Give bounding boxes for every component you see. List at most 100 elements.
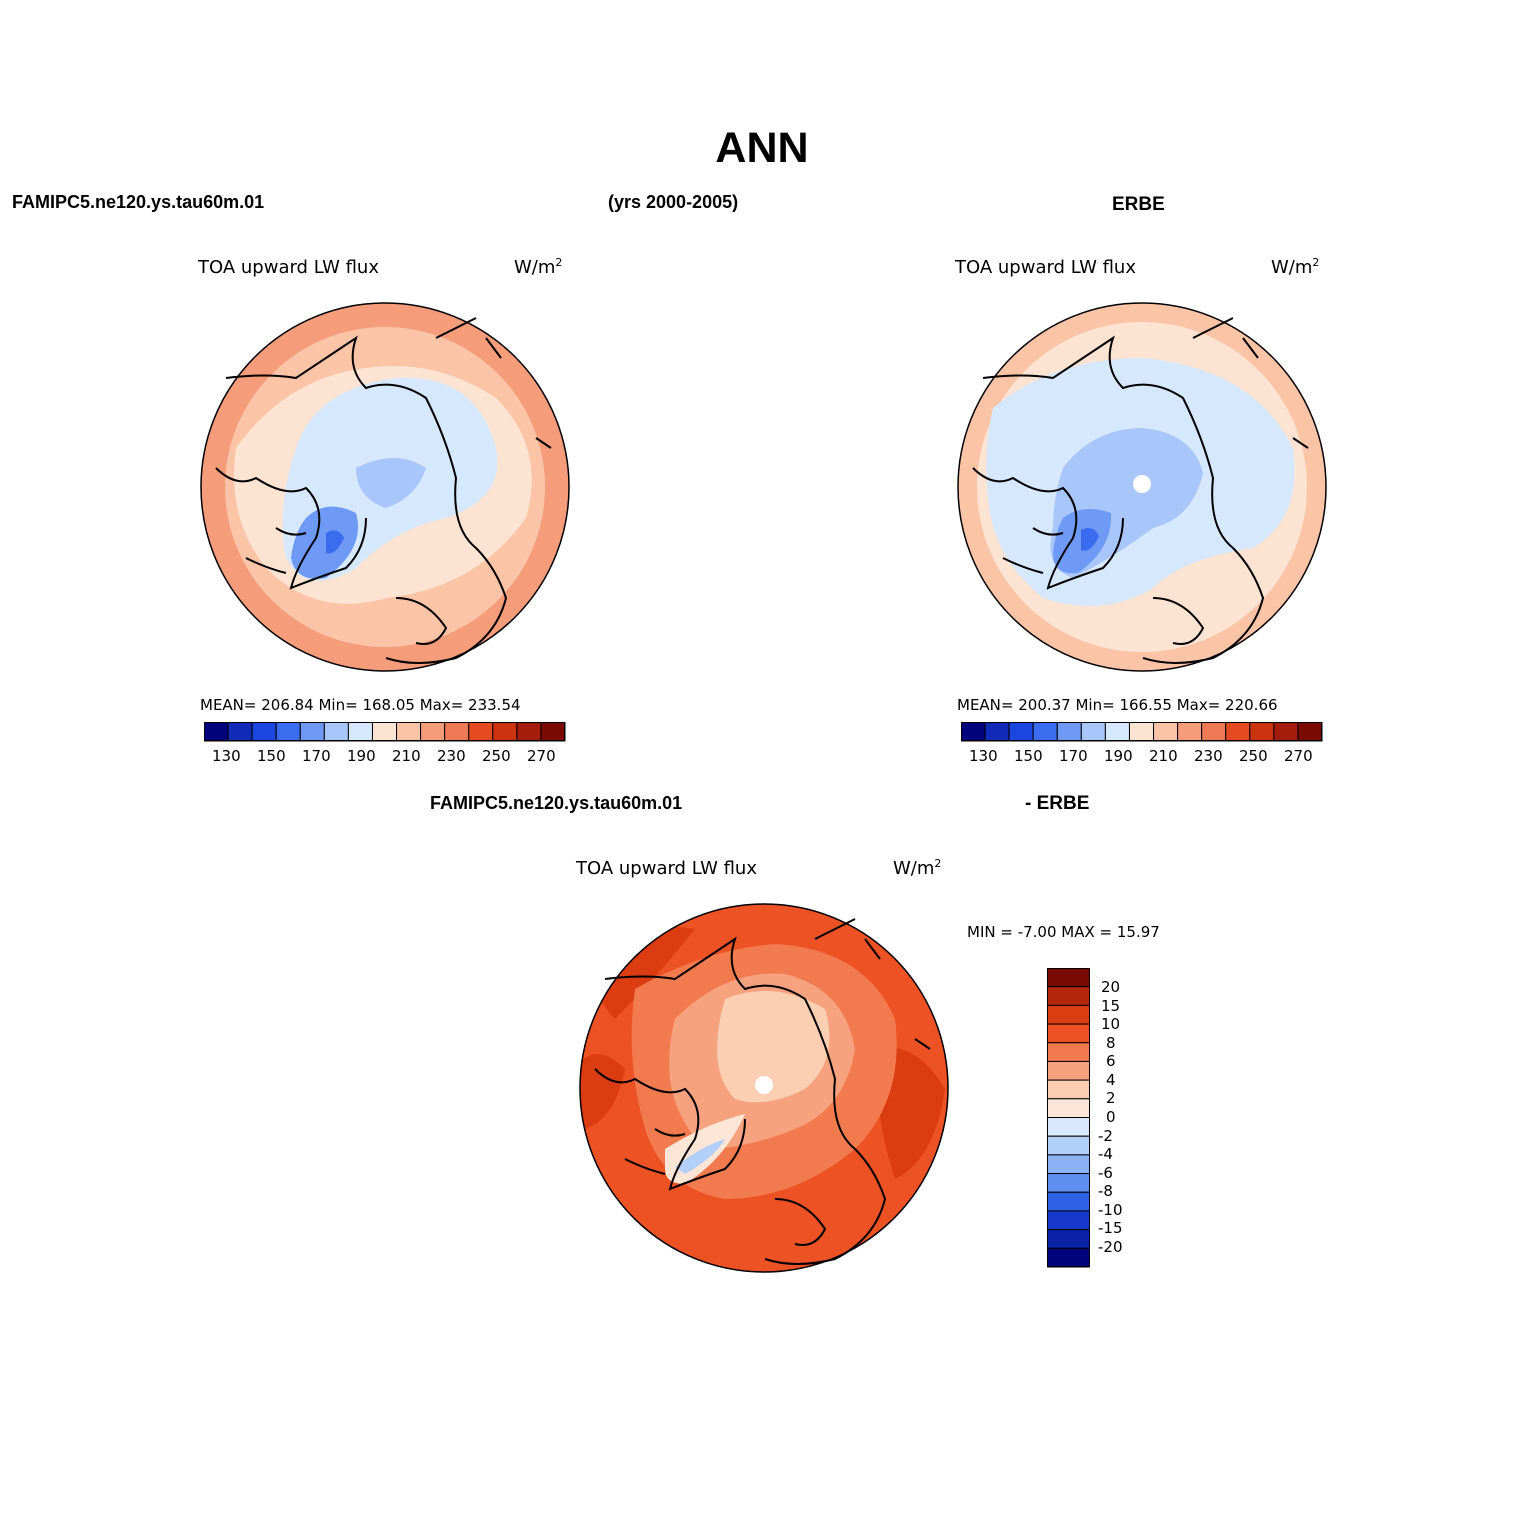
model-central-low bbox=[356, 458, 426, 508]
colorbar-swatch bbox=[1225, 722, 1251, 742]
colorbar-swatch bbox=[444, 722, 470, 742]
colorbar-swatch bbox=[468, 722, 494, 742]
colorbar-swatch bbox=[1047, 1154, 1090, 1175]
diff-cbar-label: 20 bbox=[1101, 978, 1121, 996]
colorbar-swatch bbox=[275, 722, 301, 742]
colorbar-swatch bbox=[396, 722, 422, 742]
diff-cbar-label: 0 bbox=[1106, 1108, 1116, 1126]
obs-map-border bbox=[957, 302, 1327, 672]
colorbar-swatch bbox=[1047, 1173, 1090, 1193]
colorbar-swatch bbox=[1032, 722, 1058, 742]
colorbar-swatch bbox=[1201, 722, 1227, 742]
diff-field-label: TOA upward LW flux bbox=[576, 858, 757, 879]
diff-cbar-label: 10 bbox=[1101, 1015, 1121, 1033]
diff-cbar-label: 2 bbox=[1106, 1089, 1116, 1107]
colorbar-swatch bbox=[1047, 1210, 1090, 1231]
colorbar-swatch bbox=[1047, 1229, 1090, 1249]
colorbar-swatch bbox=[1047, 1079, 1090, 1100]
model-cbar-label: 270 bbox=[527, 747, 556, 765]
model-cbar-label: 150 bbox=[257, 747, 286, 765]
model-stats: MEAN= 206.84 Min= 168.05 Max= 233.54 bbox=[200, 696, 521, 714]
obs-colorbar-swatches bbox=[961, 722, 1323, 742]
model-map-border bbox=[200, 302, 570, 672]
case-name-label: FAMIPC5.ne120.ys.tau60m.01 bbox=[12, 192, 265, 212]
model-greenland-core bbox=[326, 530, 344, 554]
colorbar-swatch bbox=[1047, 1191, 1090, 1212]
diff-cbar-label: 8 bbox=[1106, 1034, 1116, 1052]
obs-stats: MEAN= 200.37 Min= 166.55 Max= 220.66 bbox=[957, 696, 1278, 714]
diff-units-base: W/m bbox=[893, 858, 935, 879]
colorbar-swatch bbox=[371, 722, 398, 742]
obs-units-base: W/m bbox=[1271, 257, 1313, 278]
colorbar-swatch bbox=[204, 722, 229, 742]
model-polar-map bbox=[200, 302, 570, 672]
diff-cbar-label: -20 bbox=[1098, 1238, 1123, 1256]
obs-colorbar-labels: 130 150 170 190 210 230 250 270 bbox=[961, 747, 1323, 767]
obs-cbar-label: 210 bbox=[1149, 747, 1178, 765]
obs-cbar-label: 250 bbox=[1239, 747, 1268, 765]
diff-cbar-label: 6 bbox=[1106, 1052, 1116, 1070]
model-units-label: W/m2 bbox=[514, 257, 562, 278]
colorbar-swatch bbox=[1153, 722, 1179, 742]
diff-colorbar-swatches bbox=[1047, 968, 1090, 1268]
diff-units-label: W/m2 bbox=[893, 858, 941, 879]
colorbar-swatch bbox=[420, 722, 446, 742]
obs-colorbar bbox=[961, 722, 1323, 742]
colorbar-swatch bbox=[1080, 722, 1106, 742]
model-cbar-label: 230 bbox=[437, 747, 466, 765]
model-colorbar-labels: 130 150 170 190 210 230 250 270 bbox=[204, 747, 566, 767]
diff-cbar-label: 4 bbox=[1106, 1071, 1116, 1089]
colorbar-swatch bbox=[961, 722, 986, 742]
colorbar-swatch bbox=[1008, 722, 1034, 742]
model-greenland-low bbox=[291, 506, 358, 579]
model-units-exponent: 2 bbox=[555, 256, 563, 269]
colorbar-swatch bbox=[1047, 1247, 1090, 1268]
model-colorbar-swatches bbox=[204, 722, 566, 742]
colorbar-swatch bbox=[1047, 968, 1090, 988]
colorbar-swatch bbox=[1297, 722, 1323, 742]
colorbar-swatch bbox=[1047, 986, 1090, 1006]
colorbar-swatch bbox=[1047, 1042, 1090, 1062]
colorbar-swatch bbox=[323, 722, 349, 742]
model-units-base: W/m bbox=[514, 257, 556, 278]
colorbar-swatch bbox=[347, 722, 373, 742]
diff-colorbar-labels: 20 15 10 8 6 4 2 0 -2 -4 -6 -8 -10 -15 -… bbox=[1096, 968, 1156, 1270]
colorbar-swatch bbox=[299, 722, 325, 742]
diff-minmax: MIN = -7.00 MAX = 15.97 bbox=[967, 923, 1160, 941]
model-colorbar bbox=[204, 722, 566, 742]
diff-greenland-negative bbox=[675, 1139, 725, 1174]
obs-greenland-core bbox=[1081, 528, 1099, 551]
colorbar-swatch bbox=[1104, 722, 1130, 742]
diff-cbar-label: -15 bbox=[1098, 1219, 1123, 1237]
diff-units-exponent: 2 bbox=[934, 857, 942, 870]
diff-title-right: - ERBE bbox=[1025, 793, 1090, 814]
diff-strong-patch bbox=[580, 1054, 625, 1129]
colorbar-swatch bbox=[1047, 1060, 1090, 1081]
diff-coastlines bbox=[594, 918, 931, 1265]
obs-units-exponent: 2 bbox=[1312, 256, 1320, 269]
diff-colorbar bbox=[1047, 968, 1090, 1268]
colorbar-swatch bbox=[227, 722, 253, 742]
diff-map-border bbox=[579, 903, 949, 1273]
colorbar-swatch bbox=[1047, 1135, 1090, 1156]
colorbar-swatch bbox=[1056, 722, 1082, 742]
diff-pole-hole bbox=[755, 1076, 773, 1094]
diff-title-left: FAMIPC5.ne120.ys.tau60m.01 bbox=[430, 793, 683, 813]
colorbar-swatch bbox=[1177, 722, 1203, 742]
model-cbar-label: 250 bbox=[482, 747, 511, 765]
colorbar-swatch bbox=[1047, 1117, 1090, 1137]
obs-cbar-label: 190 bbox=[1104, 747, 1133, 765]
diff-cbar-label: -4 bbox=[1098, 1145, 1113, 1163]
obs-cbar-label: 230 bbox=[1194, 747, 1223, 765]
obs-cbar-label: 270 bbox=[1284, 747, 1313, 765]
obs-name-label: ERBE bbox=[1112, 194, 1165, 215]
obs-cbar-label: 150 bbox=[1014, 747, 1043, 765]
colorbar-swatch bbox=[516, 722, 542, 742]
model-cbar-label: 210 bbox=[392, 747, 421, 765]
diff-near-zero-region bbox=[717, 991, 830, 1103]
model-field-label: TOA upward LW flux bbox=[198, 257, 379, 278]
obs-cbar-label: 130 bbox=[969, 747, 998, 765]
obs-polar-map bbox=[957, 302, 1327, 672]
model-coastlines bbox=[215, 317, 552, 664]
years-label: (yrs 2000-2005) bbox=[608, 192, 739, 212]
